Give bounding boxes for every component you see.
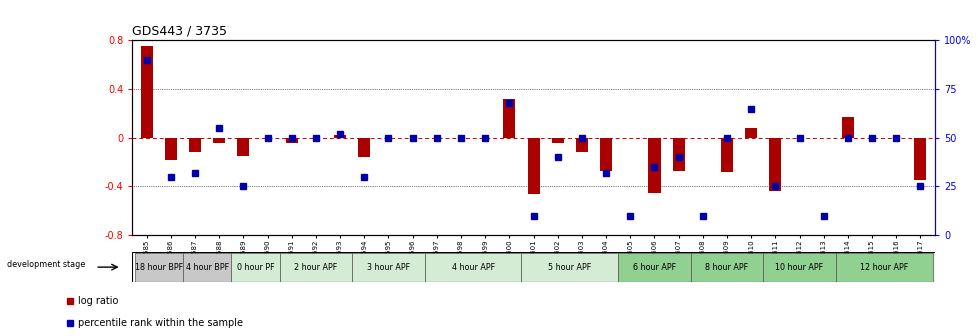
Bar — [552, 138, 563, 143]
Bar — [672, 138, 684, 171]
Text: log ratio: log ratio — [78, 296, 118, 306]
Bar — [600, 138, 611, 171]
Bar — [575, 138, 588, 153]
Text: GDS443 / 3735: GDS443 / 3735 — [132, 25, 227, 38]
Bar — [769, 138, 780, 192]
Bar — [647, 138, 660, 193]
Bar — [189, 138, 200, 153]
Bar — [527, 138, 539, 194]
Bar — [286, 138, 297, 143]
FancyBboxPatch shape — [183, 253, 231, 282]
FancyBboxPatch shape — [424, 253, 521, 282]
FancyBboxPatch shape — [617, 253, 690, 282]
FancyBboxPatch shape — [352, 253, 424, 282]
Bar — [333, 135, 346, 138]
Bar — [358, 138, 370, 157]
Text: 5 hour APF: 5 hour APF — [548, 263, 591, 271]
Text: development stage: development stage — [7, 260, 85, 268]
Bar — [913, 138, 925, 180]
Bar — [141, 46, 153, 138]
Text: 4 hour BPF: 4 hour BPF — [186, 263, 229, 271]
Bar — [841, 117, 853, 138]
FancyBboxPatch shape — [763, 253, 835, 282]
Bar — [720, 138, 733, 172]
Bar — [237, 138, 249, 156]
FancyBboxPatch shape — [231, 253, 280, 282]
Text: percentile rank within the sample: percentile rank within the sample — [78, 318, 243, 328]
FancyBboxPatch shape — [835, 253, 932, 282]
Text: 0 hour PF: 0 hour PF — [237, 263, 274, 271]
Bar — [503, 99, 514, 138]
Text: 4 hour APF: 4 hour APF — [451, 263, 494, 271]
Bar — [744, 128, 756, 138]
Bar — [213, 138, 225, 143]
Text: 8 hour APF: 8 hour APF — [705, 263, 748, 271]
FancyBboxPatch shape — [280, 253, 352, 282]
Bar — [164, 138, 177, 160]
Text: 10 hour APF: 10 hour APF — [775, 263, 822, 271]
Text: 18 hour BPF: 18 hour BPF — [135, 263, 183, 271]
Text: 12 hour APF: 12 hour APF — [859, 263, 908, 271]
Text: 6 hour APF: 6 hour APF — [632, 263, 676, 271]
FancyBboxPatch shape — [521, 253, 617, 282]
FancyBboxPatch shape — [690, 253, 763, 282]
Text: 2 hour APF: 2 hour APF — [294, 263, 337, 271]
Text: 3 hour APF: 3 hour APF — [367, 263, 410, 271]
FancyBboxPatch shape — [134, 253, 183, 282]
